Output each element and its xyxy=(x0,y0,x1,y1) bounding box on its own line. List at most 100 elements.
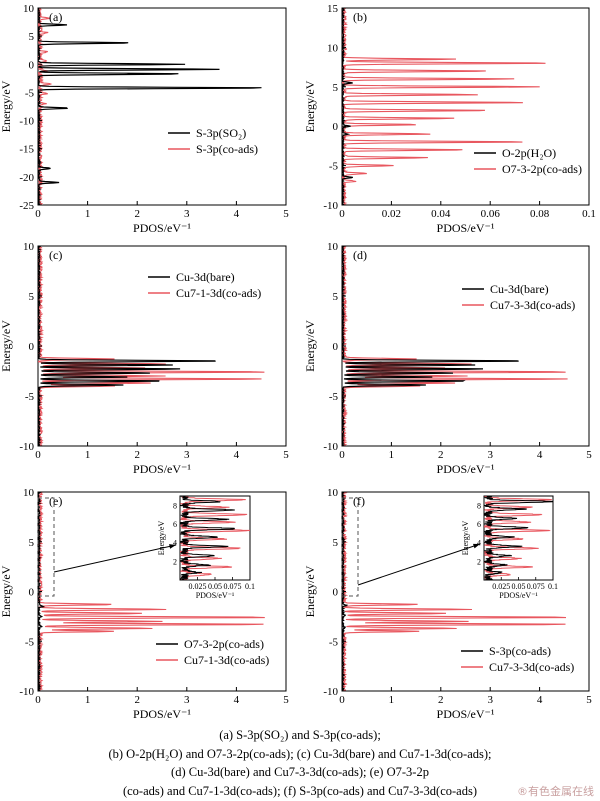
x-tick-label: 0 xyxy=(35,208,41,220)
series-line-bare xyxy=(342,8,354,205)
y-tick-label: -5 xyxy=(329,161,339,173)
pdos-panel-e: 0 1 2 3 4 5 -10 -5 0 5 10 PDOS/eV⁻¹ Energy/eV (e) O7-3… xyxy=(0,487,289,721)
y-tick-label: -10 xyxy=(19,441,34,453)
zoom-arrow xyxy=(53,544,177,573)
caption-line-2: (b) O-2p(H₂O) and O7-3-2p(co-ads); (c) C… xyxy=(108,746,492,761)
caption-line-4: (co-ads) and Cu7-1-3d(co-ads); (f) S-3p(… xyxy=(122,783,478,798)
zoom-region-box xyxy=(341,497,359,597)
legend-entry: Cu-3d(bare) xyxy=(490,282,549,296)
y-tick-label: 10 xyxy=(327,42,339,54)
plot-frame xyxy=(37,245,287,447)
legend-entry: S-3p(co-ads) xyxy=(196,142,258,156)
panel-label: (b) xyxy=(353,10,367,24)
zoom-region-box xyxy=(37,497,55,597)
x-tick-label: 4 xyxy=(234,449,240,461)
inset-series-line-bare xyxy=(484,496,553,580)
inset-x-tick-label: 0.1 xyxy=(245,582,255,591)
inset-y-tick-label: 2 xyxy=(477,557,481,566)
inset-series-line-bare xyxy=(180,496,235,580)
legend-entry: S-3p(SO₂) xyxy=(196,126,246,140)
series-line-bare xyxy=(342,246,519,446)
inset-x-tick-label: 0.05 xyxy=(512,582,526,591)
x-axis-label: PDOS/eV⁻¹ xyxy=(437,221,495,235)
plot-frame xyxy=(341,7,590,206)
caption-line-1: (a) S-3p(SO₂) and S-3p(co-ads); xyxy=(219,728,381,742)
y-tick-label: 10 xyxy=(23,487,35,499)
plot-frame xyxy=(37,7,287,206)
y-tick-label: 0 xyxy=(29,59,35,71)
x-tick-label: 1 xyxy=(85,208,91,220)
y-tick-label: -5 xyxy=(25,391,35,403)
inset-series-line-coads xyxy=(484,496,552,580)
x-tick-label: 5 xyxy=(283,208,289,220)
panel-label: (c) xyxy=(49,248,62,262)
legend-entry: Cu7-3-3d(co-ads) xyxy=(489,660,574,674)
x-tick-label: 3 xyxy=(184,208,190,220)
x-axis-label: PDOS/eV⁻¹ xyxy=(437,462,495,476)
y-tick-label: 15 xyxy=(327,3,339,15)
x-tick-label: 3 xyxy=(184,449,190,461)
x-tick-label: 0.06 xyxy=(481,208,501,220)
y-tick-label: 5 xyxy=(333,82,339,94)
inset-y-axis-label: Energy/eV xyxy=(157,521,166,556)
y-axis-label: Energy/eV xyxy=(303,320,317,372)
legend-entry: Cu7-3-3d(co-ads) xyxy=(490,298,575,312)
y-tick-label: 0 xyxy=(333,587,339,599)
inset-x-axis-label: PDOS/eV⁻¹ xyxy=(499,591,538,600)
inset-y-axis-label: Energy/eV xyxy=(461,521,470,556)
inset-y-tick-label: 4 xyxy=(173,539,177,548)
y-axis-label: Energy/eV xyxy=(0,320,13,372)
inset-y-tick-label: 6 xyxy=(173,520,177,529)
y-axis-label: Energy/eV xyxy=(303,565,317,617)
x-tick-label: 0.02 xyxy=(382,208,401,220)
zoom-arrow-head xyxy=(169,544,176,549)
y-tick-label: -10 xyxy=(323,200,338,212)
x-tick-label: 0 xyxy=(35,449,41,461)
plot-frame xyxy=(341,245,590,447)
y-tick-label: 0 xyxy=(29,341,35,353)
inset-y-tick-label: 6 xyxy=(477,520,481,529)
inset-y-tick-label: 8 xyxy=(477,501,481,510)
y-tick-label: 5 xyxy=(333,537,339,549)
series-line-coads xyxy=(342,246,568,446)
inset-x-tick-label: 0.05 xyxy=(208,582,222,591)
panel-label: (f) xyxy=(353,494,365,508)
y-axis-label: Energy/eV xyxy=(0,80,13,132)
y-tick-label: -15 xyxy=(19,144,34,156)
figure-caption: (a) S-3p(SO₂) and S-3p(co-ads); (b) O-2p… xyxy=(0,726,600,800)
pdos-panel-c: 0 1 2 3 4 5 -10 -5 0 5 10 PDOS/eV⁻¹ Energy/eV (c) Cu-3… xyxy=(0,241,289,476)
x-tick-label: 0 xyxy=(339,694,345,706)
x-tick-label: 3 xyxy=(487,694,493,706)
legend-entry: Cu7-1-3d(co-ads) xyxy=(176,286,261,300)
y-tick-label: 10 xyxy=(327,487,339,499)
zoom-arrow-head xyxy=(473,543,480,549)
y-tick-label: -25 xyxy=(19,200,34,212)
x-tick-label: 5 xyxy=(586,449,592,461)
x-tick-label: 0 xyxy=(339,208,345,220)
y-tick-label: -5 xyxy=(25,636,35,648)
zoom-arrow xyxy=(357,543,481,586)
x-tick-label: 1 xyxy=(389,449,395,461)
x-tick-label: 5 xyxy=(283,694,289,706)
x-tick-label: 4 xyxy=(537,694,543,706)
pdos-panel-d: 0 1 2 3 4 5 -10 -5 0 5 10 PDOS/eV⁻¹ Energy/eV (d) Cu-3… xyxy=(303,241,592,476)
inset-y-tick-label: 2 xyxy=(173,557,177,566)
x-axis-label: PDOS/eV⁻¹ xyxy=(437,707,495,721)
x-axis-label: PDOS/eV⁻¹ xyxy=(133,707,191,721)
inset-y-tick-label: 8 xyxy=(173,501,177,510)
x-tick-label: 1 xyxy=(85,694,91,706)
y-tick-label: 10 xyxy=(23,3,35,15)
pdos-panel-b: 0 0.02 0.04 0.06 0.08 0.1 -10 -5 0 5 10 15 PDOS/eV⁻¹… xyxy=(303,3,596,235)
x-axis-label: PDOS/eV⁻¹ xyxy=(133,462,191,476)
y-tick-label: 0 xyxy=(333,121,339,133)
pdos-panel-f: 0 1 2 3 4 5 -10 -5 0 5 10 PDOS/eV⁻¹ Energy/eV (f) S-3p… xyxy=(303,487,592,721)
legend-entry: Cu-3d(bare) xyxy=(176,270,235,284)
y-tick-label: 5 xyxy=(29,537,35,549)
x-tick-label: 2 xyxy=(438,694,444,706)
y-tick-label: -10 xyxy=(323,686,338,698)
x-axis-label: PDOS/eV⁻¹ xyxy=(133,221,191,235)
x-tick-label: 2 xyxy=(134,694,140,706)
x-tick-label: 2 xyxy=(438,449,444,461)
panel-label: (a) xyxy=(49,10,62,24)
x-tick-label: 2 xyxy=(134,208,140,220)
